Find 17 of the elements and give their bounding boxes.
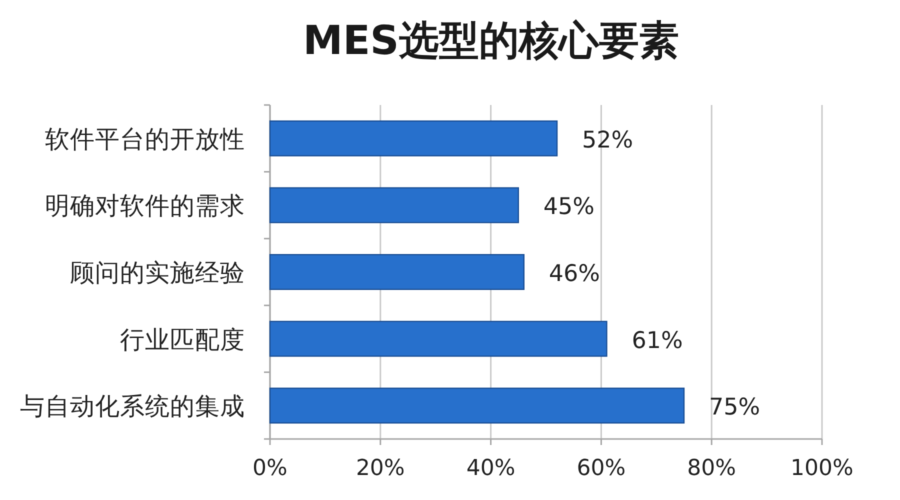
data-label: 61% xyxy=(632,328,683,354)
y-tick-label: 明确对软件的需求 xyxy=(45,191,245,220)
data-label: 45% xyxy=(543,194,595,220)
x-tick-label: 80% xyxy=(687,456,736,481)
x-tick-label: 20% xyxy=(356,456,405,481)
x-tick-label: 40% xyxy=(466,456,516,481)
title: MES选型的核心要素 xyxy=(303,18,679,64)
y-tick-label: 与自动化系统的集成 xyxy=(20,392,245,421)
data-label: 52% xyxy=(582,127,634,154)
data-label: 75% xyxy=(709,394,760,421)
y-tick-label: 顾问的实施经验 xyxy=(70,258,245,287)
x-tick-label: 60% xyxy=(576,456,626,481)
data-label: 46% xyxy=(548,261,600,287)
x-tick-label: 0% xyxy=(252,456,288,481)
x-tick-label: 100% xyxy=(790,456,854,481)
y-tick-label: 行业匹配度 xyxy=(120,324,245,354)
y-tick-label: 软件平台的开放性 xyxy=(45,124,245,154)
